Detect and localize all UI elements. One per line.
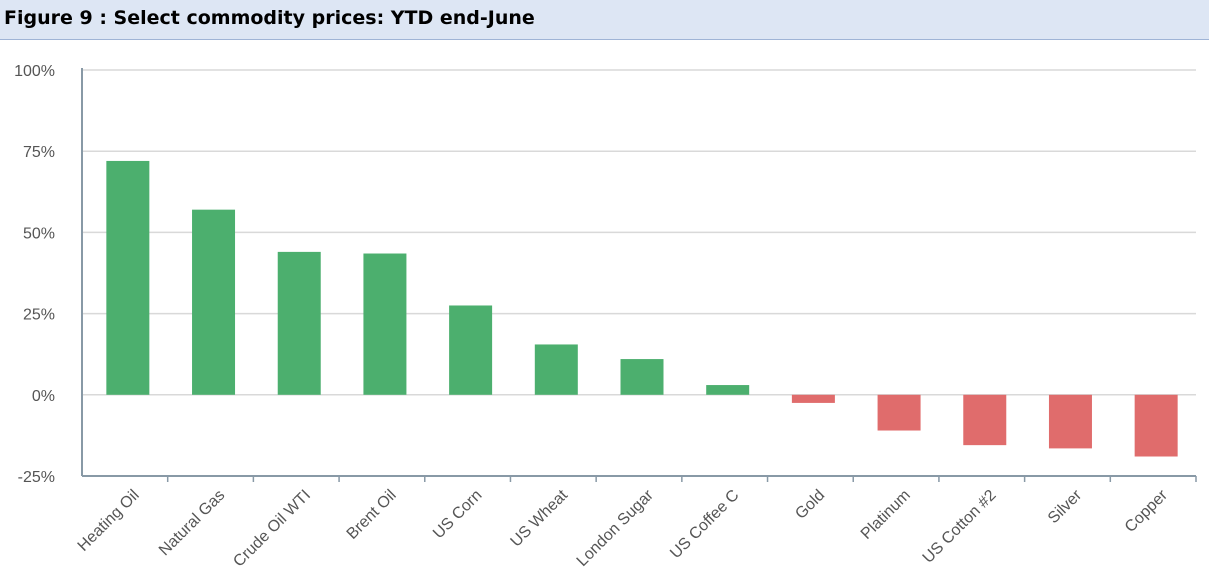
- x-tick-label: Brent Oil: [344, 487, 400, 543]
- bar: [1048, 394, 1092, 449]
- x-tick-label: US Wheat: [508, 486, 572, 550]
- y-tick-label: 75%: [23, 144, 55, 161]
- bar: [1134, 394, 1178, 457]
- bar: [106, 160, 150, 395]
- x-tick-label: Platinum: [858, 487, 914, 543]
- y-tick-label: 25%: [23, 307, 55, 324]
- y-tick-label: 100%: [14, 63, 55, 80]
- y-tick-label: -25%: [18, 469, 55, 486]
- bar: [277, 251, 321, 395]
- x-tick-label: Silver: [1045, 486, 1086, 527]
- bar-chart: -25% 0% 25% 50% 75% 100% Heating Oil Natural Ga…: [14, 63, 1197, 571]
- x-tick-label: Crude Oil WTI: [230, 487, 314, 571]
- x-tick-label: US Cotton #2: [920, 487, 1000, 567]
- bar: [449, 305, 493, 395]
- x-tick-label: Copper: [1122, 486, 1172, 536]
- bar: [963, 394, 1007, 446]
- bar: [620, 359, 664, 395]
- x-tick-label: London Sugar: [574, 486, 658, 570]
- x-tick-label: Heating Oil: [75, 487, 143, 555]
- x-tick-label: US Coffee C: [667, 487, 742, 562]
- y-tick-label: 0%: [32, 388, 55, 405]
- bar: [791, 394, 835, 403]
- figure-title: Figure 9 : Select commodity prices: YTD …: [4, 7, 535, 29]
- figure-header: Figure 9 : Select commodity prices: YTD …: [0, 0, 1209, 40]
- x-tick-label: Gold: [792, 487, 828, 523]
- y-tick-label: 50%: [23, 225, 55, 242]
- bar: [706, 385, 750, 395]
- x-tick-label: Natural Gas: [156, 487, 228, 559]
- bar: [363, 253, 407, 395]
- bar: [192, 209, 236, 395]
- bar: [534, 344, 578, 395]
- bar: [877, 394, 921, 431]
- x-tick-label: US Corn: [430, 487, 485, 542]
